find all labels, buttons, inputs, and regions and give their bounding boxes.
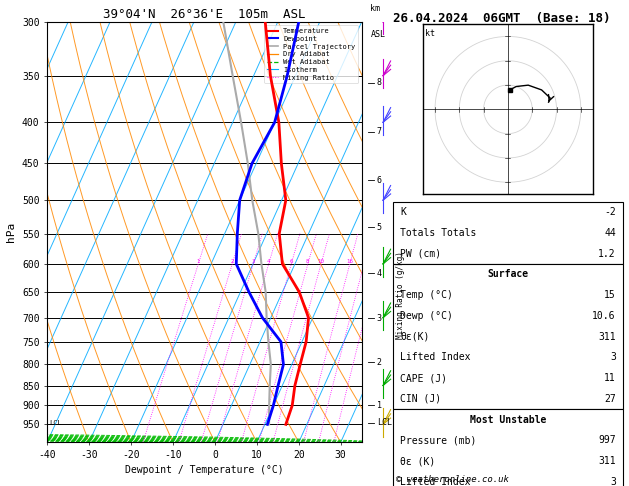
Text: 1: 1 [377, 400, 382, 410]
Bar [393, 409, 623, 486]
Text: θε (K): θε (K) [400, 456, 435, 466]
Text: PW (cm): PW (cm) [400, 248, 441, 259]
Text: 997: 997 [598, 435, 616, 445]
Text: Lifted Index: Lifted Index [400, 477, 470, 486]
Text: 311: 311 [598, 331, 616, 342]
Text: Lifted Index: Lifted Index [400, 352, 470, 363]
Text: 8: 8 [306, 259, 309, 264]
X-axis label: Dewpoint / Temperature (°C): Dewpoint / Temperature (°C) [125, 466, 284, 475]
Text: 11: 11 [604, 373, 616, 383]
Text: K: K [400, 207, 406, 217]
Text: km: km [370, 4, 381, 14]
Text: kt: kt [425, 29, 435, 38]
Text: © weatheronline.co.uk: © weatheronline.co.uk [396, 475, 509, 484]
Text: CAPE (J): CAPE (J) [400, 373, 447, 383]
Text: LCL: LCL [377, 418, 392, 427]
Text: 10: 10 [318, 259, 325, 264]
Title: 39°04'N  26°36'E  105m  ASL: 39°04'N 26°36'E 105m ASL [103, 8, 306, 21]
Text: 3: 3 [377, 314, 382, 323]
Text: 4: 4 [267, 259, 270, 264]
Text: -2: -2 [604, 207, 616, 217]
Text: Surface: Surface [487, 269, 528, 279]
Text: Mixing Ratio (g/kg): Mixing Ratio (g/kg) [396, 251, 405, 339]
Text: CIN (J): CIN (J) [400, 394, 441, 404]
Bar [393, 264, 623, 409]
Text: 15: 15 [604, 290, 616, 300]
Text: 3: 3 [252, 259, 255, 264]
Text: Pressure (mb): Pressure (mb) [400, 435, 476, 445]
Text: Dewp (°C): Dewp (°C) [400, 311, 453, 321]
Legend: Temperature, Dewpoint, Parcel Trajectory, Dry Adiabat, Wet Adiabat, Isotherm, Mi: Temperature, Dewpoint, Parcel Trajectory… [264, 25, 358, 83]
Bar [393, 202, 623, 264]
Text: 1: 1 [196, 259, 200, 264]
Text: 16: 16 [347, 259, 353, 264]
Text: 3: 3 [610, 477, 616, 486]
Text: 26.04.2024  06GMT  (Base: 18): 26.04.2024 06GMT (Base: 18) [393, 12, 611, 25]
Text: 1.2: 1.2 [598, 248, 616, 259]
Text: 6: 6 [289, 259, 293, 264]
Text: 8: 8 [377, 78, 382, 87]
Text: 3: 3 [610, 352, 616, 363]
Text: Totals Totals: Totals Totals [400, 228, 476, 238]
Text: 7: 7 [377, 127, 382, 136]
Text: LCL: LCL [49, 419, 62, 426]
Text: 44: 44 [604, 228, 616, 238]
Text: 5: 5 [377, 223, 382, 232]
Text: 6: 6 [377, 175, 382, 185]
Text: Most Unstable: Most Unstable [470, 415, 546, 425]
Text: 311: 311 [598, 456, 616, 466]
Text: θε(K): θε(K) [400, 331, 430, 342]
Text: 2: 2 [377, 358, 382, 366]
Text: Temp (°C): Temp (°C) [400, 290, 453, 300]
Text: ASL: ASL [370, 30, 386, 39]
Text: 27: 27 [604, 394, 616, 404]
Text: 2: 2 [230, 259, 234, 264]
Text: 10.6: 10.6 [593, 311, 616, 321]
Y-axis label: hPa: hPa [6, 222, 16, 242]
Text: 4: 4 [377, 269, 382, 278]
